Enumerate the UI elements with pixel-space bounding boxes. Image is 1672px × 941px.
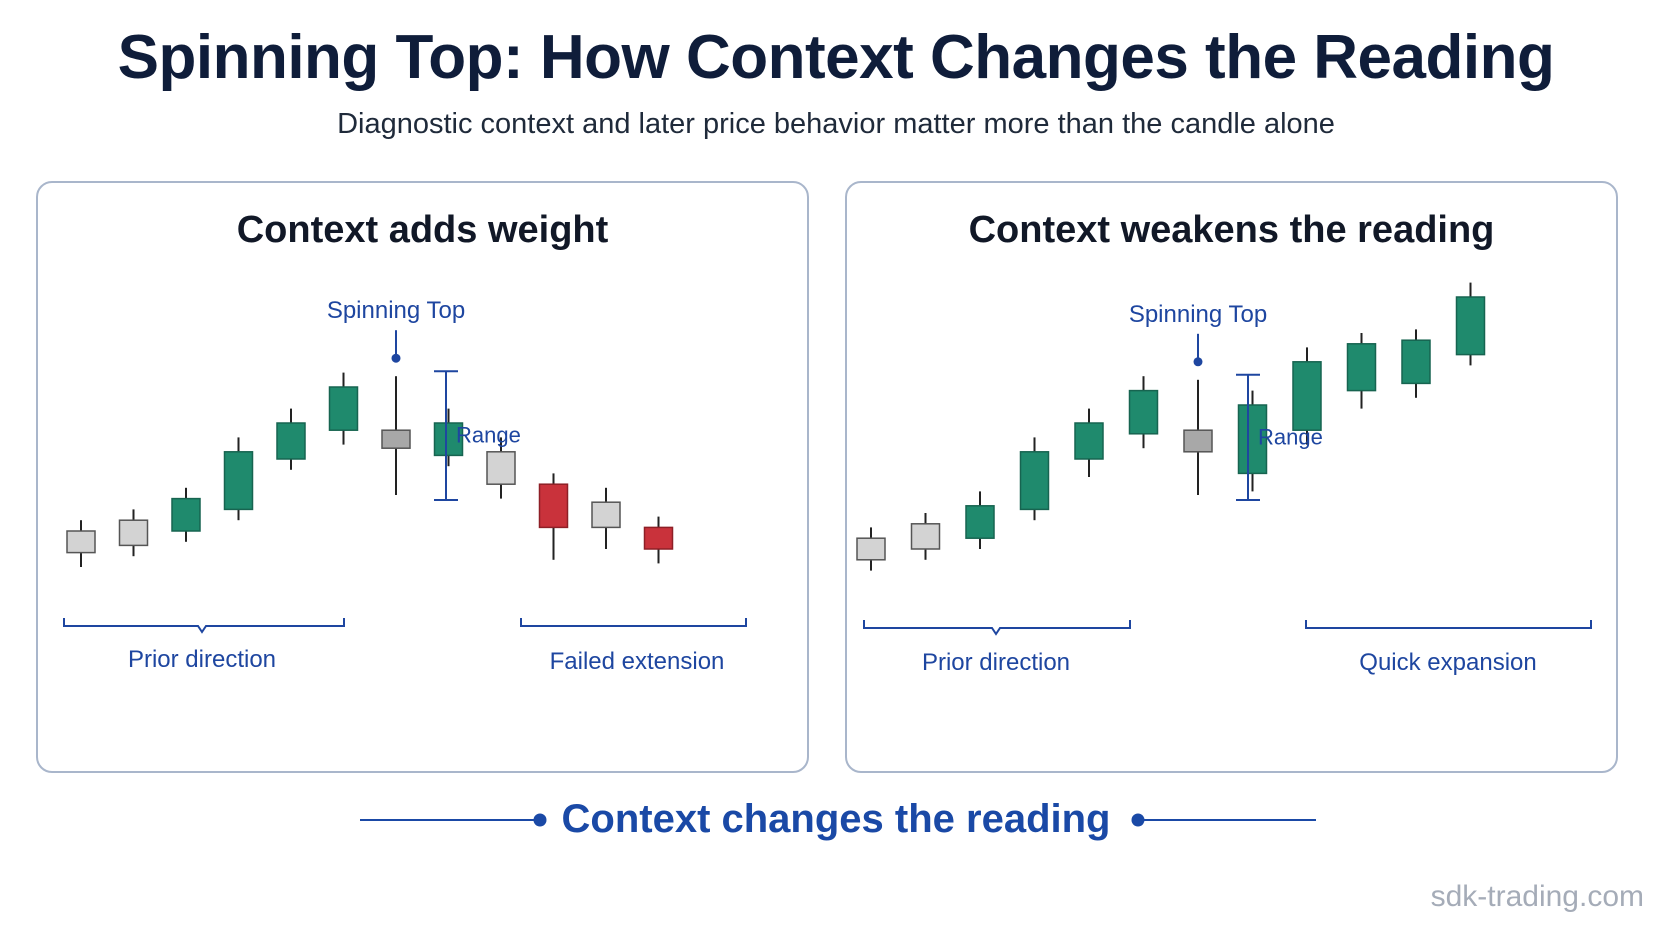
candles-group [66, 372, 674, 567]
candle-body [965, 505, 995, 539]
candle-gray [66, 520, 96, 567]
candle-green [1401, 329, 1431, 398]
candle-body [1346, 343, 1377, 392]
candle-gray [486, 437, 516, 499]
candles-group [856, 282, 1486, 571]
footer-connector [360, 813, 1316, 827]
footer-caption: Context changes the reading [561, 797, 1111, 841]
candle-body [643, 526, 674, 550]
spinning-top-pointer-dot [391, 353, 401, 363]
candle-green [433, 408, 464, 467]
candle-green [1128, 376, 1159, 449]
candle-gray [856, 527, 886, 571]
bracket-failed-extension [520, 618, 747, 627]
range-marker: Range [1236, 373, 1323, 501]
candle-body [856, 537, 886, 561]
candle-body [1019, 451, 1050, 511]
footer-dot-left [533, 813, 547, 827]
page-subtitle: Diagnostic context and later price behav… [337, 108, 1335, 140]
candle-green [1346, 333, 1377, 409]
candle-green [1074, 408, 1104, 477]
candle-body [591, 501, 621, 529]
bracket-prior-direction [63, 618, 345, 634]
spinning-top-annotation: Spinning Top [1129, 301, 1267, 367]
candle-body [223, 451, 254, 511]
bracket-label-prior-direction: Prior direction [128, 646, 276, 673]
candle-body [1128, 389, 1159, 435]
candle-green [1237, 390, 1268, 492]
candle-body [1074, 422, 1104, 460]
candle-green [1292, 347, 1322, 445]
candle-body [66, 530, 96, 554]
range-label: Range [1258, 424, 1323, 449]
range-label: Range [456, 423, 521, 448]
spinning-top-pointer-dot [1193, 357, 1203, 367]
candle-dark-gray [381, 376, 411, 495]
candle-body [118, 519, 149, 547]
spinning-top-annotation: Spinning Top [327, 297, 465, 363]
panel-context-adds-weight: Context adds weight Spinning Top Range P… [36, 181, 809, 773]
range-marker: Range [434, 370, 521, 501]
candle-green [223, 437, 254, 521]
candle-body [328, 386, 359, 431]
page-title: Spinning Top: How Context Changes the Re… [117, 23, 1555, 92]
panel-context-weakens-reading: Context weakens the reading Spinning Top… [845, 181, 1618, 773]
bracket-label-quick-expansion: Quick expansion [1359, 649, 1536, 676]
candlestick-chart: Spinning Top Range Prior direction Quick… [856, 282, 1592, 676]
bracket-prior-direction [863, 620, 1131, 636]
candle-gray [910, 513, 941, 560]
candle-green [1455, 282, 1486, 366]
spinning-top-label: Spinning Top [327, 297, 465, 324]
candle-body [538, 483, 569, 529]
watermark: sdk-trading.com [1430, 880, 1644, 913]
candle-body [433, 422, 464, 457]
candle-red [643, 516, 674, 564]
candle-green [276, 408, 306, 470]
candle-body [1237, 404, 1268, 475]
candle-body [1183, 429, 1213, 453]
bracket-label-failed-extension: Failed extension [550, 648, 725, 675]
candle-body [1292, 361, 1322, 431]
candle-gray [118, 509, 149, 557]
candle-gray [591, 487, 621, 549]
spinning-top-label: Spinning Top [1129, 301, 1267, 328]
candle-red [538, 473, 569, 560]
bracket-quick-expansion [1305, 620, 1592, 629]
candle-green [171, 487, 201, 542]
candle-body [171, 497, 201, 532]
candle-body [910, 523, 941, 550]
panel-title: Context weakens the reading [968, 209, 1495, 251]
candle-body [486, 451, 516, 485]
candle-green [328, 372, 359, 445]
candle-body [276, 422, 306, 460]
panel-title: Context adds weight [236, 209, 609, 251]
bracket-label-prior-direction: Prior direction [922, 649, 1070, 676]
candle-green [965, 491, 995, 549]
candle-green [1019, 437, 1050, 521]
candle-body [1401, 339, 1431, 385]
candle-body [1455, 296, 1486, 356]
candlestick-chart: Spinning Top Range Prior direction Faile… [63, 297, 747, 675]
candle-body [381, 429, 411, 449]
candle-dark-gray [1183, 379, 1213, 495]
